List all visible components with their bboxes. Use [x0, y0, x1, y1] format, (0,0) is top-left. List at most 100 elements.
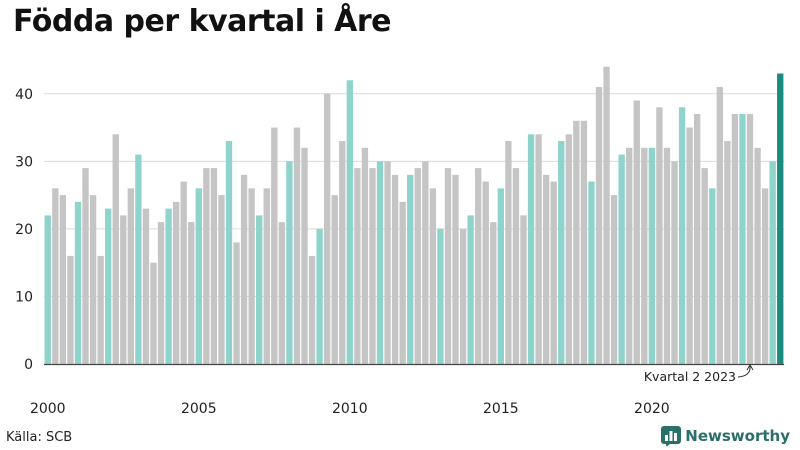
y-axis-ticks: 0 10 20 30 40	[15, 87, 33, 373]
bar	[497, 188, 505, 364]
bar	[203, 168, 210, 364]
bar	[746, 114, 754, 365]
bar	[414, 168, 421, 364]
bar	[422, 161, 429, 364]
bar	[777, 73, 784, 364]
bar	[120, 215, 127, 364]
bar	[482, 181, 489, 364]
bar	[444, 168, 452, 364]
bar	[686, 127, 693, 364]
bar	[626, 147, 633, 364]
bar	[663, 147, 671, 364]
bar	[346, 80, 353, 365]
bar	[535, 134, 542, 364]
bar	[301, 147, 308, 364]
bar	[505, 141, 512, 364]
bar	[701, 168, 708, 364]
bar	[769, 161, 776, 364]
bar	[467, 215, 474, 364]
y-tick-label: 30	[15, 154, 33, 170]
bar	[44, 215, 51, 364]
bar	[739, 114, 746, 365]
bar	[633, 100, 640, 365]
bar	[135, 154, 142, 364]
bar	[74, 201, 82, 364]
y-tick-label: 0	[24, 357, 33, 373]
x-tick-label: 2020	[634, 401, 670, 417]
bar	[475, 168, 482, 364]
x-tick-label: 2000	[30, 401, 66, 417]
bar	[233, 242, 240, 364]
bar	[97, 255, 104, 364]
bar	[188, 222, 195, 364]
bar	[459, 228, 467, 364]
bar	[384, 161, 391, 364]
bar	[248, 188, 255, 364]
bar	[724, 141, 731, 364]
newsworthy-logo-icon	[661, 426, 682, 446]
bar	[308, 255, 316, 364]
bar	[271, 127, 278, 364]
bar	[210, 168, 218, 364]
bar	[369, 168, 376, 364]
bar	[648, 147, 656, 364]
bar	[157, 222, 165, 364]
bar	[603, 66, 610, 364]
bar	[225, 141, 233, 364]
bar	[761, 188, 769, 364]
bar	[331, 195, 338, 364]
bar	[610, 195, 618, 364]
bar	[67, 255, 74, 364]
bar	[59, 195, 67, 364]
y-tick-label: 40	[15, 87, 33, 103]
bar	[256, 215, 263, 364]
bar	[316, 228, 323, 364]
bar	[263, 188, 270, 364]
bar	[580, 120, 588, 364]
bar	[490, 222, 497, 364]
bar	[142, 208, 150, 364]
bar	[218, 195, 225, 364]
bar	[437, 228, 444, 364]
bar	[550, 181, 557, 364]
bar	[172, 201, 180, 364]
bar	[354, 168, 361, 364]
bar	[558, 141, 565, 364]
bar	[399, 201, 406, 364]
annotation: Kvartal 2 2023	[644, 364, 754, 384]
bar	[671, 161, 678, 364]
bar	[150, 262, 157, 364]
bar	[293, 127, 301, 364]
bar	[641, 147, 648, 364]
bar	[82, 168, 89, 364]
bar	[407, 174, 414, 364]
bar	[240, 174, 248, 364]
bar	[693, 114, 701, 365]
y-tick-label: 20	[15, 222, 33, 238]
bar	[429, 188, 437, 364]
bar	[754, 147, 761, 364]
annotation-arrow	[737, 365, 751, 378]
bar	[452, 174, 459, 364]
bar	[731, 114, 739, 365]
bar	[165, 208, 172, 364]
bar	[595, 87, 603, 365]
annotation-label: Kvartal 2 2023	[644, 369, 736, 384]
bar	[52, 188, 59, 364]
bar	[195, 188, 202, 364]
bar	[512, 168, 520, 364]
x-tick-label: 2015	[483, 401, 519, 417]
bar	[656, 107, 663, 365]
bar	[542, 174, 550, 364]
bar	[127, 188, 135, 364]
bar	[376, 161, 384, 364]
bar	[89, 195, 97, 364]
bars	[44, 66, 784, 365]
bar	[391, 174, 399, 364]
bar-chart: 0 10 20 30 40 2000 2005 2010 2015 2020 Kvartal 2…	[15, 66, 784, 417]
x-tick-label: 2005	[181, 401, 217, 417]
bar	[278, 222, 286, 364]
brand-logo: Newsworthy	[661, 426, 790, 446]
bar	[520, 215, 527, 364]
y-tick-label: 10	[15, 289, 33, 305]
